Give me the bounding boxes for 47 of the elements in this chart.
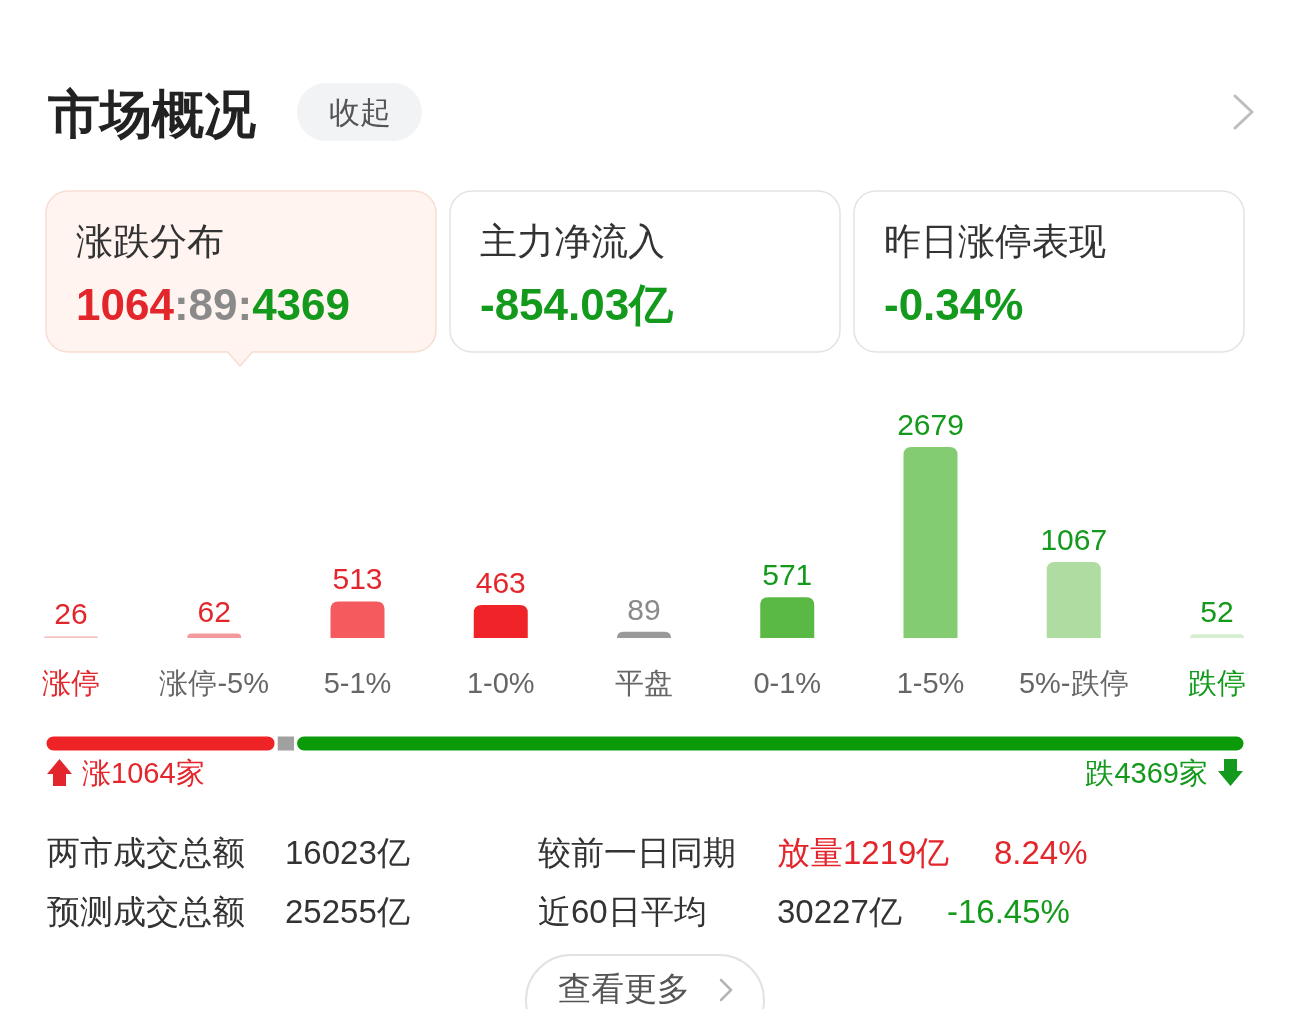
bar bbox=[473, 604, 528, 638]
text: -0.34% bbox=[884, 280, 1024, 329]
text: -16.45% bbox=[947, 893, 1070, 930]
text: 两市成交总额 bbox=[47, 834, 245, 871]
text: 30227亿 bbox=[777, 893, 902, 930]
x-tick-label: 0-1% bbox=[753, 667, 822, 699]
text: 涨跌分布 bbox=[76, 221, 224, 262]
x-tick-label: 5-1% bbox=[323, 667, 392, 699]
data-label: 涨1064家 bbox=[82, 757, 205, 789]
data-label: 89 bbox=[627, 592, 661, 626]
text: -854.03亿 bbox=[480, 280, 675, 329]
bar bbox=[903, 447, 958, 638]
text: 预测成交总额 bbox=[47, 893, 245, 930]
text: 放量1219亿 bbox=[777, 834, 950, 871]
x-tick-label: 涨停-5% bbox=[159, 667, 270, 699]
data-label: 571 bbox=[762, 558, 813, 592]
data-label: 513 bbox=[332, 562, 383, 596]
data-label: 62 bbox=[197, 594, 231, 628]
bar bbox=[760, 597, 815, 638]
text: 主力净流入 bbox=[480, 221, 665, 262]
x-tick-label: 涨停 bbox=[42, 667, 100, 699]
data-label: 26 bbox=[54, 597, 88, 631]
bar bbox=[187, 633, 242, 638]
text: 近60日平均 bbox=[538, 893, 707, 930]
text: 昨日涨停表现 bbox=[884, 221, 1106, 262]
x-tick-label: 5%-跌停 bbox=[1018, 667, 1129, 699]
data-label: 52 bbox=[1200, 595, 1234, 629]
data-label: 463 bbox=[475, 565, 526, 599]
text: 收起 bbox=[328, 95, 391, 130]
text: 1064:89:4369 bbox=[76, 280, 351, 329]
data-label: 2679 bbox=[897, 408, 964, 441]
data-label: 跌4369家 bbox=[1085, 757, 1208, 789]
text: 较前一日同期 bbox=[538, 834, 736, 871]
bar bbox=[1190, 634, 1244, 638]
data-label: 1067 bbox=[1040, 522, 1108, 556]
text: 25255亿 bbox=[285, 893, 410, 930]
text: 查看更多 bbox=[558, 970, 690, 1007]
text: 16023亿 bbox=[285, 834, 410, 871]
bar bbox=[617, 631, 671, 638]
text: 8.24% bbox=[994, 834, 1088, 871]
x-tick-label: 跌停 bbox=[1188, 667, 1246, 699]
x-tick-label: 平盘 bbox=[615, 667, 673, 699]
x-tick-label: 1-5% bbox=[896, 667, 965, 699]
bar bbox=[1046, 561, 1101, 638]
x-tick-label: 1-0% bbox=[466, 667, 535, 699]
text: 市场概况 bbox=[47, 85, 256, 143]
bar bbox=[330, 601, 385, 638]
